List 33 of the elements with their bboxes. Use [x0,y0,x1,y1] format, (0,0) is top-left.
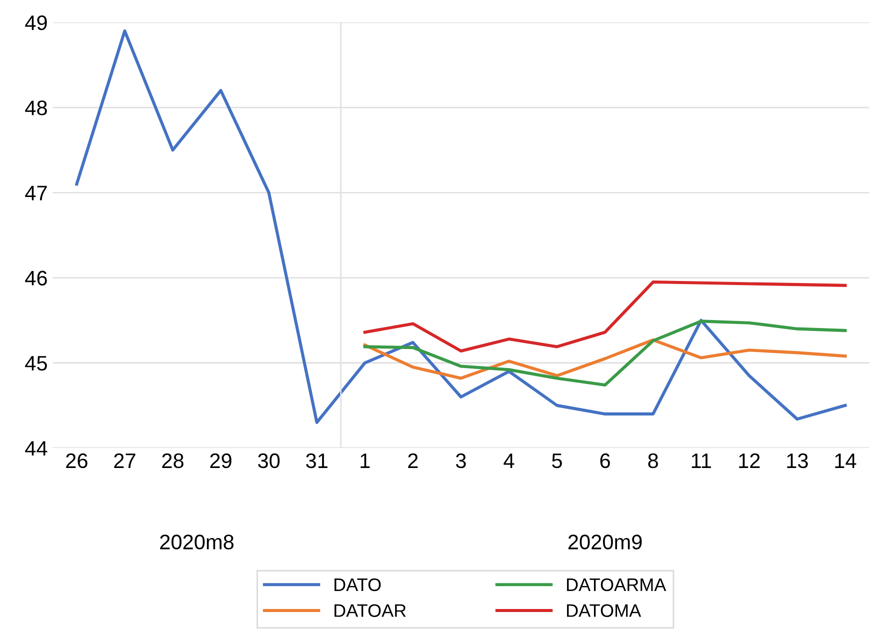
x-tick-label: 28 [162,453,184,468]
line-series [363,280,847,352]
x-tick-label: 1 [360,454,370,468]
legend-label: DATOMA [567,604,642,617]
y-tick-label: 44 [25,441,48,456]
x-tick-label: 30 [258,453,280,468]
x-tick-label: 14 [835,454,856,468]
x-tick-label: 5 [552,454,562,468]
x-tick-label: 12 [739,453,760,468]
legend-label: DATOARMA [567,578,666,592]
x-tick-label: 26 [66,453,88,468]
x-tick-label: 4 [504,454,514,468]
x-tick-label: 13 [787,453,808,468]
legend-label: DATO [334,578,381,592]
y-tick-label: 48 [25,100,47,116]
y-tick-label: 49 [25,15,47,30]
x-tick-label: 3 [456,453,466,468]
y-tick-label: 45 [25,356,47,371]
x-tick-label: 8 [648,453,658,468]
line-series [75,29,847,424]
x-tick-label: 11 [692,454,711,468]
x-tick-label: 31 [306,453,328,468]
line-series [363,320,847,387]
y-tick-label: 46 [25,270,47,286]
text: 2020m8 [160,534,234,550]
x-tick-label: 6 [600,453,610,468]
text: 2020m9 [568,534,642,550]
legend-label: DATOAR [334,604,406,617]
x-tick-label: 29 [210,453,232,468]
line-series [363,338,847,380]
x-tick-label: 27 [114,453,136,468]
y-tick-label: 47 [25,186,47,200]
x-tick-label: 2 [408,453,418,468]
